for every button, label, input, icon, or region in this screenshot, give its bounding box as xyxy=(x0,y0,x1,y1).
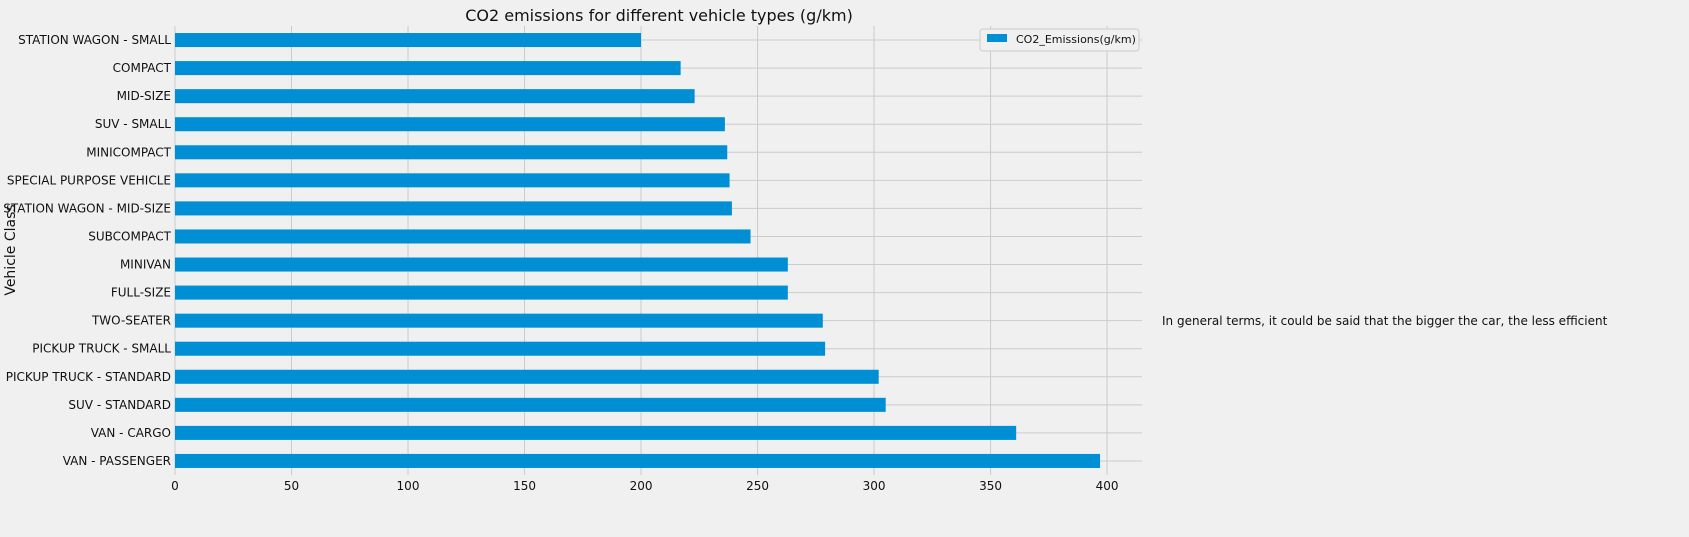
bar xyxy=(175,145,728,160)
x-tick-label: 50 xyxy=(284,479,299,493)
x-tick-label: 0 xyxy=(171,479,179,493)
bar xyxy=(175,369,879,384)
legend-label: CO2_Emissions(g/km) xyxy=(1016,33,1136,46)
y-tick-label: STATION WAGON - MID-SIZE xyxy=(3,201,171,215)
bar xyxy=(175,313,823,328)
bar xyxy=(175,425,1017,440)
y-tick-label: MID-SIZE xyxy=(117,89,171,103)
bar xyxy=(175,453,1101,468)
bar xyxy=(175,117,725,132)
x-tick-label: 150 xyxy=(513,479,536,493)
bar xyxy=(175,201,732,216)
y-tick-label: SUBCOMPACT xyxy=(88,229,171,243)
y-tick-labels: STATION WAGON - SMALL COMPACT MID-SIZE SUV … xyxy=(3,33,171,468)
y-axis-label: Vehicle Class xyxy=(3,204,19,295)
bar xyxy=(175,173,730,188)
bars-layer xyxy=(175,33,1101,468)
bar xyxy=(175,89,695,104)
bar xyxy=(175,341,826,356)
y-tick-label: MINIVAN xyxy=(120,258,171,272)
y-tick-label: PICKUP TRUCK - STANDARD xyxy=(6,370,171,384)
bar xyxy=(175,229,751,244)
y-tick-label: SPECIAL PURPOSE VEHICLE xyxy=(7,173,171,187)
legend: CO2_Emissions(g/km) xyxy=(979,28,1140,52)
y-tick-label: SUV - SMALL xyxy=(95,117,171,131)
y-tick-label: VAN - PASSENGER xyxy=(63,454,171,468)
y-tick-label: SUV - STANDARD xyxy=(68,398,171,412)
bar xyxy=(175,397,886,412)
y-tick-label: COMPACT xyxy=(113,61,172,75)
x-tick-label: 400 xyxy=(1096,479,1119,493)
x-tick-label: 100 xyxy=(397,479,420,493)
x-tick-label: 200 xyxy=(630,479,653,493)
x-tick-labels: 0 50 100 150 200 250 300 350 400 xyxy=(171,479,1118,493)
y-tick-label: FULL-SIZE xyxy=(111,286,171,300)
bar xyxy=(175,33,642,48)
x-tick-label: 300 xyxy=(863,479,886,493)
bar xyxy=(175,61,681,76)
y-tick-label: STATION WAGON - SMALL xyxy=(18,33,171,47)
annotation-text: In general terms, it could be said that … xyxy=(1162,314,1608,328)
legend-box xyxy=(979,28,1140,52)
x-tick-label: 350 xyxy=(979,479,1002,493)
chart-title: CO2 emissions for different vehicle type… xyxy=(465,6,853,25)
y-tick-label: VAN - CARGO xyxy=(91,426,171,440)
legend-swatch xyxy=(987,34,1007,42)
x-tick-label: 250 xyxy=(746,479,769,493)
bar xyxy=(175,285,788,300)
bar xyxy=(175,257,788,272)
y-tick-label: TWO-SEATER xyxy=(91,314,171,328)
y-tick-label: MINICOMPACT xyxy=(86,145,171,159)
y-tick-label: PICKUP TRUCK - SMALL xyxy=(32,342,171,356)
